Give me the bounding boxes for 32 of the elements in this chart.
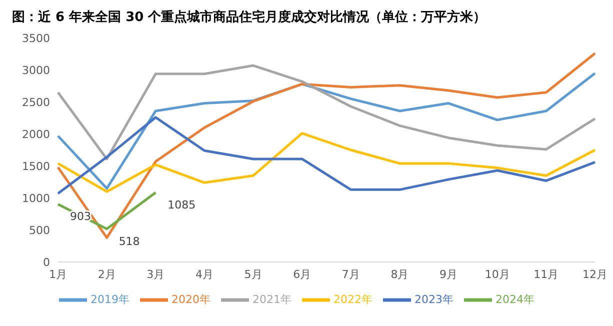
x-tick-label: 12月 (582, 268, 608, 281)
line-series (56, 116, 596, 195)
y-tick-label: 2000 (22, 128, 50, 141)
legend-label: 2024年 (496, 293, 534, 306)
y-tick-label: 0 (43, 256, 50, 269)
y-tick-label: 3000 (22, 64, 50, 77)
y-tick-label: 1500 (22, 160, 50, 173)
x-tick-label: 5月 (244, 268, 262, 281)
legend-label: 2019年 (90, 293, 130, 306)
x-tick-label: 4月 (195, 268, 214, 281)
y-tick-label: 2500 (22, 96, 50, 109)
legend-label: 2022年 (334, 293, 372, 306)
data-label: 518 (118, 234, 140, 248)
line-series (56, 64, 596, 160)
x-tick-label: 1月 (49, 268, 67, 281)
x-tick-label: 11月 (534, 268, 559, 281)
legend-label: 2020年 (172, 293, 210, 306)
x-tick-label: 3月 (146, 268, 165, 281)
line-series (56, 132, 596, 193)
legend-label: 2023年 (414, 293, 454, 306)
legend-label: 2021年 (252, 293, 292, 306)
data-label: 1085 (168, 198, 196, 212)
x-tick-label: 9月 (440, 268, 458, 281)
y-tick-label: 500 (29, 224, 50, 237)
x-tick-label: 10月 (484, 268, 510, 281)
x-tick-label: 2月 (98, 268, 116, 281)
x-tick-label: 7月 (342, 268, 360, 281)
y-tick-label: 3500 (22, 32, 50, 45)
chart-title: 图：近 6 年来全国 30 个重点城市商品住宅月度成交对比情况（单位：万平方米） (11, 8, 488, 27)
x-tick-label: 6月 (293, 268, 312, 281)
x-tick-label: 8月 (390, 268, 409, 281)
y-tick-label: 1000 (22, 192, 50, 205)
